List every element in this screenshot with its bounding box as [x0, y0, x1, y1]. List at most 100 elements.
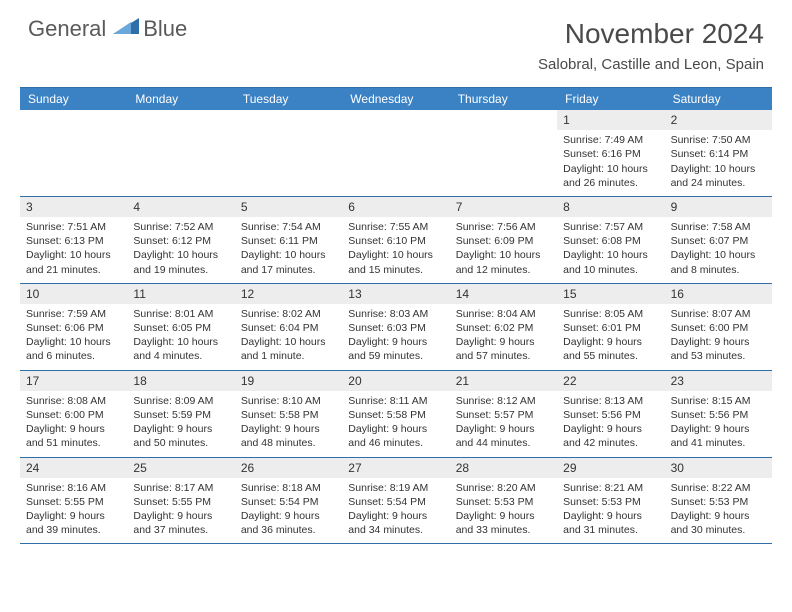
daylight-text: Daylight: 9 hours and 50 minutes.: [133, 422, 228, 450]
sunset-text: Sunset: 6:13 PM: [26, 234, 121, 248]
sunrise-text: Sunrise: 8:20 AM: [456, 481, 551, 495]
day-body: Sunrise: 8:18 AMSunset: 5:54 PMDaylight:…: [235, 478, 342, 544]
sunset-text: Sunset: 6:12 PM: [133, 234, 228, 248]
day-cell: 15Sunrise: 8:05 AMSunset: 6:01 PMDayligh…: [557, 284, 664, 370]
daylight-text: Daylight: 9 hours and 53 minutes.: [671, 335, 766, 363]
day-number: 24: [20, 458, 127, 478]
day-body: Sunrise: 7:55 AMSunset: 6:10 PMDaylight:…: [342, 217, 449, 283]
week-row: 3Sunrise: 7:51 AMSunset: 6:13 PMDaylight…: [20, 197, 772, 284]
week-row: 1Sunrise: 7:49 AMSunset: 6:16 PMDaylight…: [20, 110, 772, 197]
sunrise-text: Sunrise: 8:22 AM: [671, 481, 766, 495]
day-number: 4: [127, 197, 234, 217]
logo-word1: General: [28, 16, 106, 41]
day-cell: 26Sunrise: 8:18 AMSunset: 5:54 PMDayligh…: [235, 458, 342, 544]
daylight-text: Daylight: 9 hours and 30 minutes.: [671, 509, 766, 537]
sunset-text: Sunset: 6:00 PM: [671, 321, 766, 335]
sunset-text: Sunset: 6:09 PM: [456, 234, 551, 248]
sunset-text: Sunset: 5:55 PM: [133, 495, 228, 509]
week-row: 24Sunrise: 8:16 AMSunset: 5:55 PMDayligh…: [20, 458, 772, 545]
sunset-text: Sunset: 6:11 PM: [241, 234, 336, 248]
sunrise-text: Sunrise: 7:56 AM: [456, 220, 551, 234]
daylight-text: Daylight: 9 hours and 41 minutes.: [671, 422, 766, 450]
sunrise-text: Sunrise: 8:09 AM: [133, 394, 228, 408]
day-body: Sunrise: 8:10 AMSunset: 5:58 PMDaylight:…: [235, 391, 342, 457]
sunset-text: Sunset: 6:01 PM: [563, 321, 658, 335]
day-cell: [235, 110, 342, 196]
day-cell: 3Sunrise: 7:51 AMSunset: 6:13 PMDaylight…: [20, 197, 127, 283]
sunset-text: Sunset: 6:00 PM: [26, 408, 121, 422]
day-cell: [127, 110, 234, 196]
daylight-text: Daylight: 9 hours and 46 minutes.: [348, 422, 443, 450]
day-number: 27: [342, 458, 449, 478]
daylight-text: Daylight: 9 hours and 37 minutes.: [133, 509, 228, 537]
daylight-text: Daylight: 10 hours and 21 minutes.: [26, 248, 121, 276]
day-body: Sunrise: 8:16 AMSunset: 5:55 PMDaylight:…: [20, 478, 127, 544]
daylight-text: Daylight: 10 hours and 24 minutes.: [671, 162, 766, 190]
day-cell: 22Sunrise: 8:13 AMSunset: 5:56 PMDayligh…: [557, 371, 664, 457]
logo: General Blue: [28, 18, 187, 41]
calendar: Sunday Monday Tuesday Wednesday Thursday…: [20, 87, 772, 544]
sunset-text: Sunset: 5:57 PM: [456, 408, 551, 422]
day-body: Sunrise: 8:17 AMSunset: 5:55 PMDaylight:…: [127, 478, 234, 544]
day-number: 20: [342, 371, 449, 391]
sunset-text: Sunset: 5:56 PM: [563, 408, 658, 422]
day-body: Sunrise: 8:11 AMSunset: 5:58 PMDaylight:…: [342, 391, 449, 457]
day-cell: 24Sunrise: 8:16 AMSunset: 5:55 PMDayligh…: [20, 458, 127, 544]
logo-sail-icon: [113, 18, 139, 41]
daylight-text: Daylight: 9 hours and 39 minutes.: [26, 509, 121, 537]
daylight-text: Daylight: 9 hours and 51 minutes.: [26, 422, 121, 450]
sunrise-text: Sunrise: 8:01 AM: [133, 307, 228, 321]
day-cell: 4Sunrise: 7:52 AMSunset: 6:12 PMDaylight…: [127, 197, 234, 283]
month-title: November 2024: [538, 18, 764, 50]
sunrise-text: Sunrise: 7:51 AM: [26, 220, 121, 234]
day-number: 22: [557, 371, 664, 391]
weekday-header: Tuesday: [235, 88, 342, 110]
day-cell: 7Sunrise: 7:56 AMSunset: 6:09 PMDaylight…: [450, 197, 557, 283]
day-body: Sunrise: 7:52 AMSunset: 6:12 PMDaylight:…: [127, 217, 234, 283]
day-cell: 8Sunrise: 7:57 AMSunset: 6:08 PMDaylight…: [557, 197, 664, 283]
day-body: Sunrise: 8:13 AMSunset: 5:56 PMDaylight:…: [557, 391, 664, 457]
sunrise-text: Sunrise: 8:18 AM: [241, 481, 336, 495]
day-number: 3: [20, 197, 127, 217]
day-body: Sunrise: 8:09 AMSunset: 5:59 PMDaylight:…: [127, 391, 234, 457]
daylight-text: Daylight: 9 hours and 36 minutes.: [241, 509, 336, 537]
day-cell: 12Sunrise: 8:02 AMSunset: 6:04 PMDayligh…: [235, 284, 342, 370]
day-body: Sunrise: 8:04 AMSunset: 6:02 PMDaylight:…: [450, 304, 557, 370]
sunrise-text: Sunrise: 8:17 AM: [133, 481, 228, 495]
day-number: 21: [450, 371, 557, 391]
day-body: Sunrise: 7:54 AMSunset: 6:11 PMDaylight:…: [235, 217, 342, 283]
day-number: 6: [342, 197, 449, 217]
day-body: Sunrise: 8:21 AMSunset: 5:53 PMDaylight:…: [557, 478, 664, 544]
sunrise-text: Sunrise: 8:02 AM: [241, 307, 336, 321]
sunrise-text: Sunrise: 8:19 AM: [348, 481, 443, 495]
weekday-header: Thursday: [450, 88, 557, 110]
day-body: Sunrise: 7:51 AMSunset: 6:13 PMDaylight:…: [20, 217, 127, 283]
day-cell: [20, 110, 127, 196]
day-number: 30: [665, 458, 772, 478]
day-number: 1: [557, 110, 664, 130]
daylight-text: Daylight: 10 hours and 15 minutes.: [348, 248, 443, 276]
day-cell: 6Sunrise: 7:55 AMSunset: 6:10 PMDaylight…: [342, 197, 449, 283]
sunset-text: Sunset: 5:54 PM: [241, 495, 336, 509]
daylight-text: Daylight: 9 hours and 44 minutes.: [456, 422, 551, 450]
day-body: Sunrise: 8:05 AMSunset: 6:01 PMDaylight:…: [557, 304, 664, 370]
day-number: 16: [665, 284, 772, 304]
day-number: 23: [665, 371, 772, 391]
day-number: 10: [20, 284, 127, 304]
daylight-text: Daylight: 9 hours and 31 minutes.: [563, 509, 658, 537]
sunset-text: Sunset: 5:54 PM: [348, 495, 443, 509]
sunrise-text: Sunrise: 8:03 AM: [348, 307, 443, 321]
sunrise-text: Sunrise: 8:05 AM: [563, 307, 658, 321]
day-cell: 27Sunrise: 8:19 AMSunset: 5:54 PMDayligh…: [342, 458, 449, 544]
day-number: 7: [450, 197, 557, 217]
daylight-text: Daylight: 9 hours and 33 minutes.: [456, 509, 551, 537]
sunrise-text: Sunrise: 8:21 AM: [563, 481, 658, 495]
day-body: Sunrise: 8:07 AMSunset: 6:00 PMDaylight:…: [665, 304, 772, 370]
location-label: Salobral, Castille and Leon, Spain: [538, 56, 764, 73]
daylight-text: Daylight: 9 hours and 55 minutes.: [563, 335, 658, 363]
day-body: Sunrise: 8:12 AMSunset: 5:57 PMDaylight:…: [450, 391, 557, 457]
day-body: Sunrise: 7:56 AMSunset: 6:09 PMDaylight:…: [450, 217, 557, 283]
day-body: Sunrise: 7:59 AMSunset: 6:06 PMDaylight:…: [20, 304, 127, 370]
daylight-text: Daylight: 9 hours and 57 minutes.: [456, 335, 551, 363]
day-cell: 28Sunrise: 8:20 AMSunset: 5:53 PMDayligh…: [450, 458, 557, 544]
